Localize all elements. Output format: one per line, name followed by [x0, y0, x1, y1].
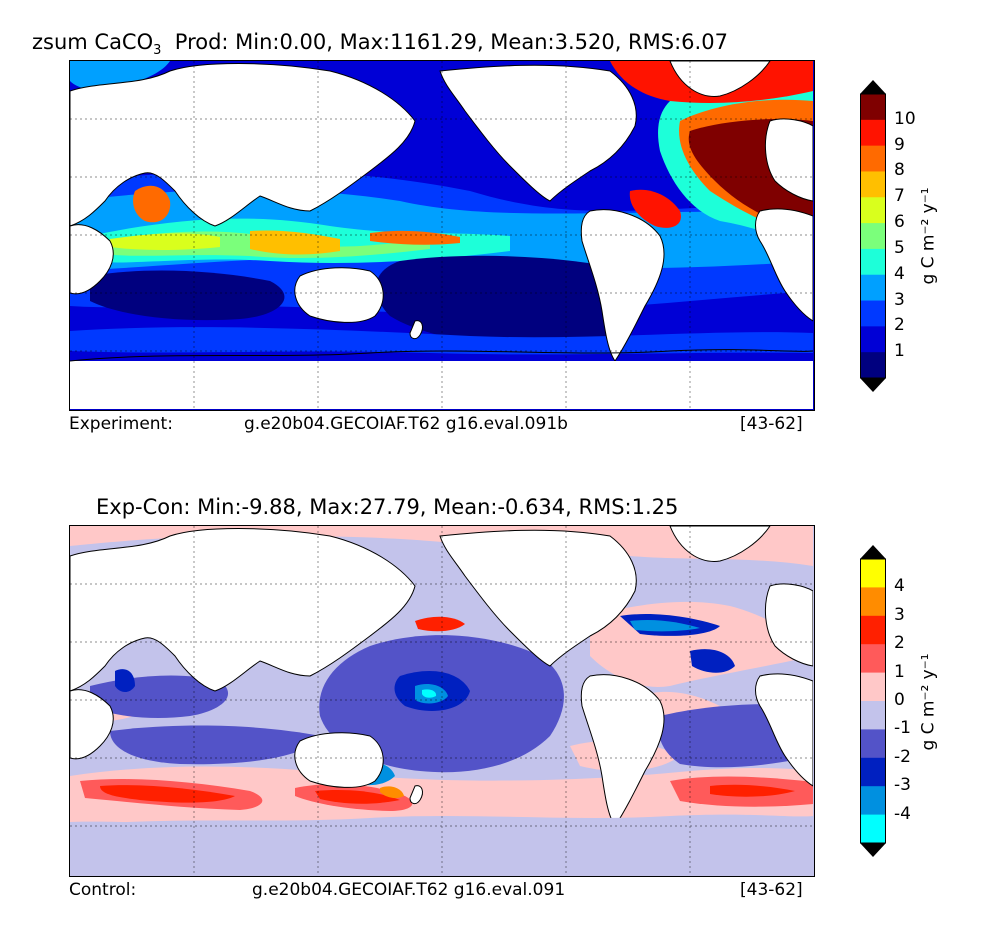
colorbar-swatch — [860, 300, 886, 327]
title-stats: Prod: Min:0.00, Max:1161.29, Mean:3.520,… — [161, 30, 728, 54]
colorbar-tick-label: -1 — [894, 718, 911, 739]
colorbar-over-arrow — [860, 80, 886, 94]
colorbar-swatch — [860, 559, 886, 588]
colorbar-tick-label: 8 — [894, 160, 905, 181]
panel-1-caption-left: Experiment: — [69, 414, 173, 434]
panel-2-colorbar-units: g C m⁻² y⁻¹ — [918, 653, 939, 751]
colorbar-swatch — [860, 814, 886, 844]
panel-1-map — [69, 60, 815, 411]
colorbar-tick-label: 3 — [894, 604, 905, 625]
colorbar-tick-label: 5 — [894, 237, 905, 258]
colorbar-over-arrow — [860, 545, 886, 559]
panel-1-colorbar-units: g C m⁻² y⁻¹ — [918, 187, 939, 285]
colorbar-tick-label: 9 — [894, 134, 905, 155]
panel-2-map — [69, 525, 815, 877]
colorbar-swatch — [860, 119, 886, 147]
colorbar-swatch — [860, 729, 886, 759]
title-variable: zsum CaCO — [32, 30, 154, 54]
colorbar-swatch — [860, 94, 886, 121]
colorbar-swatch — [860, 145, 886, 172]
colorbar-swatch — [860, 786, 886, 816]
colorbar-tick-label: 0 — [894, 690, 905, 710]
colorbar-under-arrow — [860, 378, 886, 392]
colorbar-tick-label: -2 — [894, 746, 911, 767]
panel-1-caption-years: [43-62] — [740, 414, 803, 434]
colorbar-tick-label: 2 — [894, 315, 905, 336]
colorbar-tick-label: 6 — [894, 212, 905, 233]
colorbar-swatch — [860, 223, 886, 250]
colorbar-swatch — [860, 274, 886, 302]
colorbar-tick-label: 1 — [894, 341, 905, 362]
colorbar-swatch — [860, 615, 886, 645]
colorbar-swatch — [860, 197, 886, 224]
panel-2-caption-control-name: g.e20b04.GECOIAF.T62 g16.eval.091 — [252, 880, 566, 900]
panel-1-colorbar — [860, 80, 886, 392]
colorbar-swatch — [860, 248, 886, 276]
colorbar-tick-label: -4 — [894, 803, 911, 824]
colorbar-tick-label: 7 — [894, 186, 905, 207]
panel-1-caption-experiment-name: g.e20b04.GECOIAF.T62 g16.eval.091b — [244, 414, 568, 434]
colorbar-tick-label: 2 — [894, 633, 905, 654]
colorbar-swatch — [860, 587, 886, 617]
colorbar-swatch — [860, 352, 886, 379]
colorbar-tick-label: 3 — [894, 289, 905, 310]
panel-2-caption-left: Control: — [69, 880, 137, 900]
colorbar-swatch — [860, 326, 886, 353]
title-subscript: 3 — [153, 43, 162, 59]
colorbar-under-arrow — [860, 843, 886, 857]
colorbar-tick-label: -3 — [894, 775, 911, 796]
panel-2-colorbar — [860, 545, 886, 857]
colorbar-tick-label: 10 — [894, 108, 916, 129]
colorbar-tick-label: 1 — [894, 661, 905, 682]
panel-2-title: Exp-Con: Min:-9.88, Max:27.79, Mean:-0.6… — [96, 495, 679, 519]
colorbar-swatch — [860, 171, 886, 198]
panel-2-caption-years: [43-62] — [740, 880, 803, 900]
colorbar-swatch — [860, 672, 886, 702]
colorbar-swatch — [860, 701, 886, 730]
colorbar-swatch — [860, 644, 886, 674]
colorbar-swatch — [860, 757, 886, 787]
colorbar-tick-label: 4 — [894, 263, 905, 284]
panel-1-title: zsum CaCO3 Prod: Min:0.00, Max:1161.29, … — [32, 30, 728, 58]
colorbar-tick-label: 4 — [894, 576, 905, 597]
